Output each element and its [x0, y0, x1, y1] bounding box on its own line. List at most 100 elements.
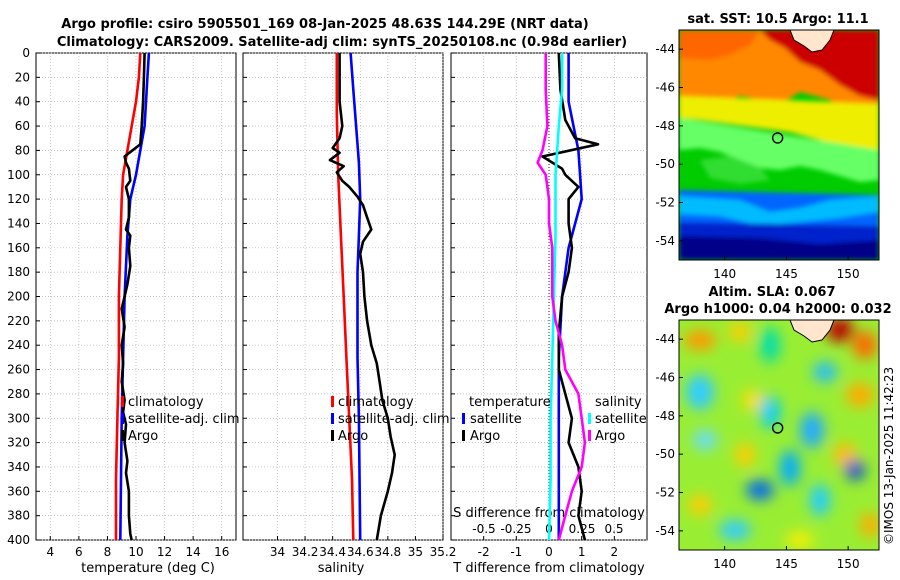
xtick-label: -2 [478, 545, 490, 559]
legend-label-argo: Argo [338, 429, 368, 444]
legend-marker-climatology [121, 396, 124, 407]
ytick-label: 400 [7, 533, 30, 547]
gridlines [451, 52, 647, 541]
ytick-label: 220 [7, 314, 30, 328]
series-line-climatology [114, 52, 142, 540]
series-line-t-argo [541, 52, 600, 541]
ytick-label: 340 [7, 460, 30, 474]
legend-label-climatology: climatology [338, 395, 414, 410]
temperature-panel: temperature (deg C) climatology satellit… [7, 46, 240, 576]
map-ytick-label: -44 [655, 42, 675, 56]
xtick-label: 34.6 [347, 545, 374, 559]
ytick-label: 100 [7, 168, 30, 182]
map-xtick-label: 150 [837, 557, 860, 571]
s-tick: 0.5 [604, 522, 623, 536]
xtick-label: 10 [128, 545, 143, 559]
salinity-xlabel: salinity [318, 561, 365, 576]
map-ytick-label: -48 [655, 409, 675, 423]
ytick-label: 0 [22, 46, 30, 60]
s-tick: -0.25 [500, 522, 531, 536]
s-difference-ticks: -0.5 -0.25 0 0.25 0.5 [472, 522, 623, 536]
xtick-label: 8 [104, 545, 112, 559]
xtick-label: 12 [157, 545, 172, 559]
map-ytick-label: -52 [655, 196, 675, 210]
argo-location-marker [771, 422, 784, 434]
salinity-panel: salinity climatology satellite-adj. clim… [242, 52, 457, 576]
xtick-label: 34.4 [319, 545, 346, 559]
xtick-label: 35.2 [430, 545, 457, 559]
header-line1: Argo profile: csiro 5905501_169 08-Jan-2… [61, 17, 588, 32]
header-line2: Climatology: CARS2009. Satellite-adj cli… [57, 35, 627, 50]
legend-label-climatology: climatology [128, 395, 204, 410]
legend-label-argo: Argo [128, 429, 158, 444]
legend-marker-satellite [121, 413, 124, 424]
legend-marker-climatology [331, 396, 334, 407]
xtick-label: 35 [408, 545, 423, 559]
series-line-t-satellite [557, 53, 583, 540]
xtick-label: 2 [611, 545, 619, 559]
ytick-label: 280 [7, 387, 30, 401]
series-line-climatology [335, 53, 355, 541]
legend-label-t-argo: Argo [470, 429, 500, 444]
ytick-label: 180 [7, 265, 30, 279]
ytick-label: 240 [7, 338, 30, 352]
map-ytick-label: -50 [655, 447, 675, 461]
ytick-label: 60 [15, 119, 30, 133]
ytick-label: 300 [7, 411, 30, 425]
sst-map-panel: sat. SST: 10.5 Argo: 11.1 -44 -46 -48 -50 -5… [655, 12, 880, 281]
argo-location-marker [771, 132, 784, 144]
series-group [328, 52, 396, 541]
sst-map-frame [678, 29, 880, 261]
legend-label-satellite: satellite-adj. clim [338, 412, 450, 427]
ytick-label: 260 [7, 363, 30, 377]
sla-map-panel: Altim. SLA: 0.067 Argo h1000: 0.04 h2000… [655, 285, 891, 571]
map-ytick-label: -52 [655, 486, 675, 500]
ytick-label: 200 [7, 290, 30, 304]
sla-map-frame [678, 319, 880, 551]
xtick-label: 0 [545, 545, 553, 559]
ytick-label: 380 [7, 509, 30, 523]
sst-map-title: sat. SST: 10.5 Argo: 11.1 [687, 12, 868, 27]
legend-title-temperature: temperature [469, 395, 551, 410]
legend-marker-satellite [331, 413, 334, 424]
legend-label-s-argo: Argo [595, 429, 625, 444]
xtick-label: 14 [186, 545, 201, 559]
sst-map-image [679, 30, 879, 260]
s-tick: -0.5 [472, 522, 495, 536]
map-ytick-label: -46 [655, 81, 675, 95]
map-ytick-label: -54 [655, 524, 675, 538]
map-ytick-label: -50 [655, 157, 675, 171]
ytick-label: 140 [7, 216, 30, 230]
series-line-s-satellite [547, 53, 564, 541]
xtick-label: 34.2 [292, 545, 319, 559]
imos-timestamp: ©IMOS 13-Jan-2025 11:42:23 [882, 367, 896, 545]
xtick-label: 1 [578, 545, 586, 559]
map-ytick-label: -54 [655, 234, 675, 248]
ytick-label: 320 [7, 436, 30, 450]
sla-map-subtitle: Argo h1000: 0.04 h2000: 0.032 [664, 302, 891, 317]
map-xtick-label: 140 [713, 557, 736, 571]
legend-marker-t-satellite [462, 413, 465, 424]
xtick-label: 4 [46, 545, 54, 559]
series-line-satellite-adj-clim [349, 52, 362, 541]
legend-title-salinity: salinity [595, 395, 642, 410]
temperature-legend: climatology satellite-adj. clim Argo [121, 395, 240, 444]
map-ytick-label: -48 [655, 119, 675, 133]
difference-xlabel: T difference from climatology [452, 561, 645, 576]
legend-label-satellite: satellite-adj. clim [128, 412, 240, 427]
series-line-argo [120, 52, 146, 541]
map-xtick-label: 145 [775, 267, 798, 281]
legend-label-s-satellite: satellite [595, 412, 647, 427]
xtick-label: 6 [75, 545, 83, 559]
series-line-argo [328, 53, 396, 541]
xtick-label: 16 [214, 545, 229, 559]
series-group [536, 52, 600, 541]
temperature-xlabel: temperature (deg C) [81, 561, 215, 576]
legend-marker-argo [121, 430, 124, 441]
sla-map-title: Altim. SLA: 0.067 [709, 285, 836, 300]
map-xtick-label: 145 [775, 557, 798, 571]
difference-legend: temperature satellite Argo salinity sate… [462, 395, 647, 444]
legend-marker-t-argo [462, 430, 465, 441]
salinity-legend: climatology satellite-adj. clim Argo [331, 395, 450, 444]
